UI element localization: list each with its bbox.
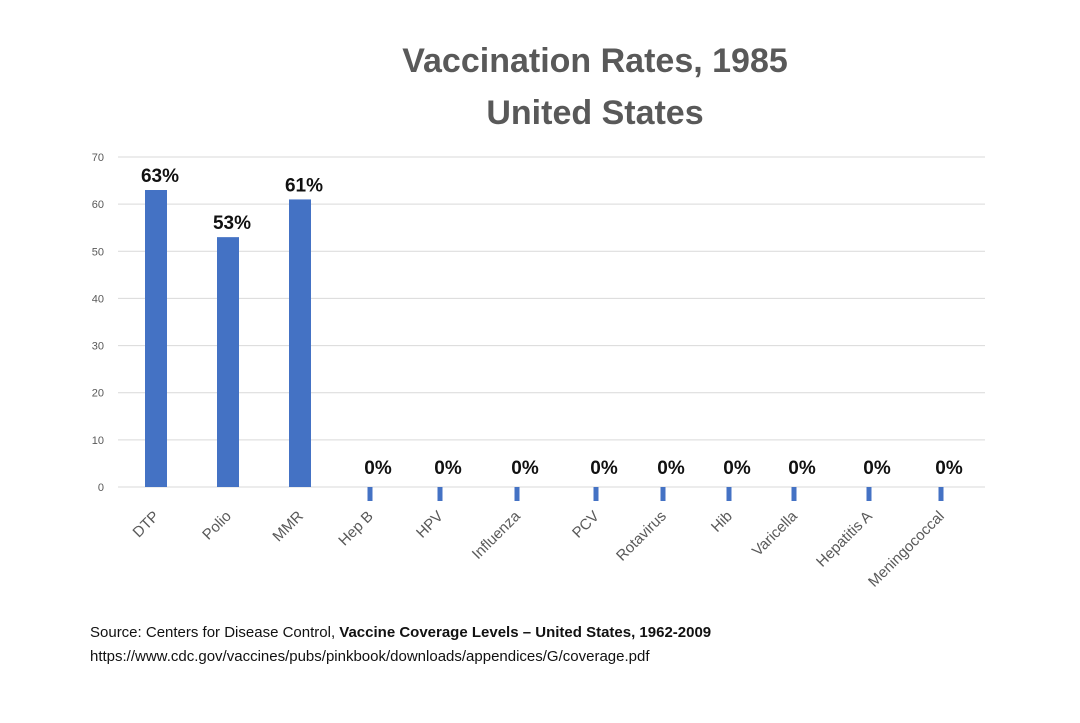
- bar-hepatitis-a: [866, 487, 872, 501]
- data-label: 0%: [657, 458, 685, 479]
- x-tick-label: MMR: [269, 508, 306, 545]
- x-tick-label: DTP: [130, 508, 163, 541]
- data-label: 0%: [935, 458, 963, 479]
- data-label: 0%: [788, 458, 816, 479]
- chart-title-line1: Vaccination Rates, 1985: [402, 42, 788, 80]
- chart-title-line2: United States: [486, 94, 704, 132]
- bar-rotavirus: [660, 487, 666, 501]
- y-tick-label: 30: [92, 341, 104, 353]
- x-tick-label: Hib: [708, 508, 736, 536]
- x-tick-label: Polio: [199, 508, 235, 544]
- bar-hep-b: [367, 487, 373, 501]
- bar-hpv: [437, 487, 443, 501]
- data-label: 0%: [723, 458, 751, 479]
- source-title: Vaccine Coverage Levels – United States,…: [339, 624, 712, 641]
- bar-meningococcal: [938, 487, 944, 501]
- data-label: 0%: [511, 458, 539, 479]
- x-tick-label: PCV: [569, 508, 603, 542]
- data-label: 53%: [213, 213, 251, 234]
- x-tick-label: HPV: [413, 508, 447, 542]
- data-label: 0%: [590, 458, 618, 479]
- bar-varicella: [791, 487, 797, 501]
- x-tick-label: Hep B: [335, 508, 377, 550]
- x-tick-label: Influenza: [469, 507, 525, 563]
- y-tick-label: 60: [92, 199, 104, 211]
- source-prefix: Source: Centers for Disease Control,: [90, 624, 340, 641]
- data-label: 0%: [364, 458, 392, 479]
- bar-mmr: [289, 199, 311, 487]
- x-tick-label: Varicella: [749, 507, 801, 559]
- data-label: 0%: [434, 458, 462, 479]
- y-tick-label: 10: [92, 435, 104, 447]
- data-label: 63%: [141, 166, 179, 187]
- source-citation: Source: Centers for Disease Control, Vac…: [90, 624, 711, 641]
- y-tick-label: 0: [98, 482, 104, 494]
- y-tick-label: 50: [92, 246, 104, 258]
- bar-influenza: [514, 487, 520, 501]
- bar-dtp: [145, 190, 167, 487]
- x-tick-label: Rotavirus: [613, 508, 670, 565]
- x-tick-label: Hepatitis A: [813, 508, 876, 571]
- y-tick-label: 70: [92, 152, 104, 164]
- bar-polio: [217, 237, 239, 487]
- x-tick-label: Meningococcal: [865, 508, 948, 591]
- bar-pcv: [593, 487, 599, 501]
- y-tick-label: 40: [92, 293, 104, 305]
- source-url: https://www.cdc.gov/vaccines/pubs/pinkbo…: [90, 648, 650, 665]
- bar-hib: [726, 487, 732, 501]
- data-label: 61%: [285, 175, 323, 196]
- y-tick-label: 20: [92, 388, 104, 400]
- data-label: 0%: [863, 458, 891, 479]
